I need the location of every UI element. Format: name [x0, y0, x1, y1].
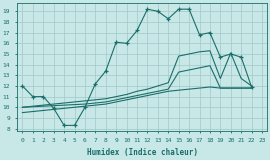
X-axis label: Humidex (Indice chaleur): Humidex (Indice chaleur)	[87, 148, 198, 157]
